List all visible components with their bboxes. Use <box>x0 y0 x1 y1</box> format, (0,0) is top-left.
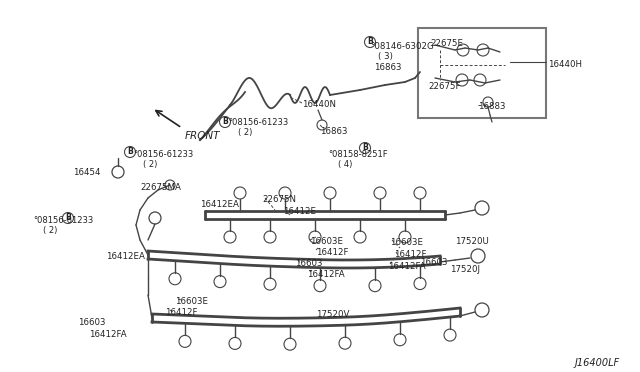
Text: B: B <box>127 148 133 157</box>
Text: 16412FA: 16412FA <box>89 330 127 339</box>
Text: 22675N: 22675N <box>262 195 296 204</box>
Text: 16412EA: 16412EA <box>200 200 239 209</box>
Text: °08156-61233: °08156-61233 <box>33 216 93 225</box>
Text: 16603E: 16603E <box>390 238 423 247</box>
Text: 17520V: 17520V <box>316 310 349 319</box>
Circle shape <box>360 142 371 154</box>
Text: 16440H: 16440H <box>548 60 582 69</box>
Circle shape <box>365 36 376 48</box>
Text: 22675F: 22675F <box>428 82 461 91</box>
Text: ( 3): ( 3) <box>378 52 393 61</box>
Text: B: B <box>65 214 71 222</box>
Text: ( 2): ( 2) <box>238 128 252 137</box>
Bar <box>418 28 546 118</box>
Text: 16412EA: 16412EA <box>106 252 145 261</box>
Text: 16603: 16603 <box>295 259 323 268</box>
Text: J16400LF: J16400LF <box>575 358 620 368</box>
Text: 16412F: 16412F <box>165 308 198 317</box>
Circle shape <box>125 147 136 157</box>
Text: 16440N: 16440N <box>302 100 336 109</box>
Text: 16883: 16883 <box>478 102 506 111</box>
Text: 22675E: 22675E <box>430 39 463 48</box>
Text: ( 4): ( 4) <box>338 160 353 169</box>
Text: °08156-61233: °08156-61233 <box>228 118 288 127</box>
Text: 16412E: 16412E <box>283 207 316 216</box>
Text: 16603E: 16603E <box>175 297 208 306</box>
Text: 16412F: 16412F <box>316 248 349 257</box>
Text: 22675MA: 22675MA <box>140 183 181 192</box>
Text: 17520U: 17520U <box>455 237 489 246</box>
Text: ( 2): ( 2) <box>43 226 58 235</box>
Text: 16603: 16603 <box>78 318 106 327</box>
Text: 16412FA: 16412FA <box>388 262 426 271</box>
Text: B: B <box>367 38 373 46</box>
Circle shape <box>63 212 74 224</box>
Text: FRONT: FRONT <box>185 131 221 141</box>
Text: 17520J: 17520J <box>450 265 480 274</box>
Text: B: B <box>362 144 368 153</box>
Text: 16412F: 16412F <box>394 250 426 259</box>
Text: 16603: 16603 <box>420 258 447 267</box>
Text: 16863: 16863 <box>320 127 348 136</box>
Text: 16863: 16863 <box>374 63 401 72</box>
Text: 16603E: 16603E <box>310 237 343 246</box>
Circle shape <box>220 116 230 128</box>
Text: °08156-61233: °08156-61233 <box>133 150 193 159</box>
Text: 16412FA: 16412FA <box>307 270 344 279</box>
Text: ( 2): ( 2) <box>143 160 157 169</box>
Text: °08158-8251F: °08158-8251F <box>328 150 388 159</box>
Text: °08146-6302G: °08146-6302G <box>370 42 434 51</box>
Text: 16454: 16454 <box>73 168 100 177</box>
Text: B: B <box>222 118 228 126</box>
